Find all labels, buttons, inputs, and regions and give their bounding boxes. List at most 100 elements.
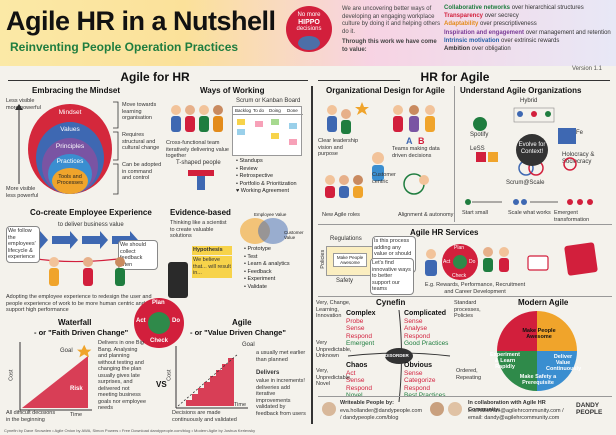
employee-value-label: Employee Value: [254, 212, 287, 217]
step-validate: • Validate: [244, 283, 267, 290]
right-heading-rule-b: [510, 80, 610, 81]
services-pdca-wheel: Plan Do Check Act: [442, 244, 478, 280]
agile-title: Agile: [232, 318, 252, 327]
waterfall-difficult: All difficult decisions in the beginning: [6, 410, 56, 423]
evidence-thinking: Thinking like a scientist to create valu…: [170, 220, 227, 239]
complex-title: Complex: [346, 310, 376, 317]
waterfall-cost-axis: Cost: [8, 369, 15, 381]
chaos-novel: Novel: [346, 392, 372, 400]
cynefin-very-left: Very Unpredictable, Unknown: [316, 340, 352, 359]
cynefin-obvious: Obvious Sense Categorize Respond Best Pr…: [404, 362, 446, 400]
modern-safety: Make Safety a Prerequisite: [519, 374, 557, 386]
cocreate-note: Adopting the employee experience to rede…: [6, 294, 152, 313]
right-section-rule-2: [318, 296, 612, 297]
agile-decisions: Decisions are made continuously and vali…: [172, 410, 237, 423]
value-rest-6: over obligation: [471, 46, 511, 53]
step-test: • Test: [244, 253, 258, 260]
cocreate-bubble-2: We should collect feedback often: [118, 240, 158, 270]
board-col-todo: To do: [253, 108, 265, 113]
waterfall-subtitle: - or "Faith Driven Change": [34, 328, 129, 337]
hippo-icon: [298, 36, 320, 50]
cynefin-right-note: Standard processes, Policies: [454, 300, 481, 319]
agile-chart: [175, 346, 248, 409]
complex-emergent: Emergent: [346, 340, 375, 347]
contact-emails: eva.hollander@dandypeople.com / dandypeo…: [340, 408, 423, 421]
onion-layer-principles: Principles: [55, 143, 85, 150]
org-label-vision: Clear leadership vision and purpose: [318, 138, 359, 157]
complicated-good: Good Practices: [404, 340, 449, 347]
contact-link: lina.hallstrom@agilehrcommunity.com / em…: [468, 408, 564, 421]
cocreate-bubble-1: We follow the employees' lifecycle & exp…: [6, 226, 40, 263]
understand-emergent: Emergent transformation: [554, 210, 590, 223]
contact-connect: In collaboration with Agile HR Community…: [468, 400, 546, 413]
services-sign: Make People Awesome: [333, 253, 367, 267]
services-person-icon: [425, 249, 437, 276]
agile-note: value in increments! deliveries add iter…: [256, 378, 306, 417]
logo-line1: DANDY: [576, 402, 600, 409]
ways-title: Ways of Working: [200, 86, 265, 95]
obvious-title: Obvious: [404, 362, 433, 369]
onion-layer-values: Values: [60, 126, 80, 133]
cocreate-title: Co-create Employee Experience: [30, 208, 152, 217]
complex-sense: Sense: [346, 325, 365, 332]
chaos-act: Act: [346, 369, 356, 377]
cynefin-grid: [347, 309, 451, 403]
complicated-title: Complicated: [404, 310, 447, 317]
logo-line2: PEOPLE: [576, 409, 603, 416]
services-caption: E.g. Rewards, Performance, Recruitment a…: [424, 282, 526, 295]
event-portfolio: • Portfolio & Prioritization: [236, 180, 297, 187]
author-avatar-2: [430, 402, 444, 416]
step-learn: • Learn & analytics: [244, 261, 290, 267]
svg-text:A: A: [406, 136, 413, 146]
customer-value-label: Customer Value: [284, 230, 304, 240]
ways-events: • Standups • Review • Retrospective • Po…: [236, 158, 297, 196]
services-safety: Safety: [336, 278, 354, 284]
mindset-title: Embracing the Mindset: [32, 86, 121, 95]
pdca-do: Do: [172, 318, 180, 324]
agile-for-hr-heading: Agile for HR: [120, 70, 190, 84]
value-rest-4: over management and retention: [525, 29, 611, 36]
value-rest-3: over prescriptiveness: [480, 21, 537, 28]
team-people-icon: [171, 105, 223, 132]
dandy-people-logo: DANDY PEOPLE: [576, 402, 602, 416]
team-note: Cross-functional team iteratively delive…: [166, 140, 229, 159]
cynefin-chaos: Chaos Act Sense Respond Novel: [346, 362, 372, 400]
value-rest-1: over hierarchical structures: [511, 5, 584, 11]
org-label-customer: Customer centric: [372, 172, 396, 185]
values-list: Collaborative networks over hierarchical…: [444, 4, 614, 53]
onion-brackets: [113, 101, 119, 195]
value-rest-5: over extrinsic rewards: [501, 37, 560, 44]
services-act: Act: [443, 259, 451, 265]
org-illustration: A B: [325, 102, 435, 198]
complex-respond: Respond: [346, 332, 373, 340]
complicated-analyse: Analyse: [404, 325, 428, 332]
vs-label: VS: [156, 380, 167, 389]
poster-title: Agile HR in a Nutshell: [6, 6, 276, 36]
agile-goal: Goal: [242, 342, 255, 348]
cynefin-title: Cynefin: [376, 298, 406, 307]
modern-agile-wheel-svg: [497, 311, 577, 391]
right-section-rule: [318, 224, 612, 225]
understand-start-small: Start small: [462, 210, 488, 216]
manifesto-intro: We are uncovering better ways of develop…: [342, 6, 441, 35]
modern-experiment: Experiment & Learn Rapidly: [490, 352, 520, 370]
hr-for-agile-heading: HR for Agile: [420, 70, 490, 84]
agile-delivers: Delivers: [256, 370, 280, 376]
onion-layer-mindset: Mindset: [58, 109, 82, 116]
safety-fence: Make People Awesome: [326, 246, 374, 276]
more-visible-label: More visible less powerful: [6, 186, 39, 199]
waterfall-time-axis: Time: [70, 412, 83, 418]
agile-cost-axis: Cost: [166, 369, 173, 381]
org-hybrid: Hybrid: [520, 98, 538, 104]
cocreate-deliver: to deliver business value: [58, 222, 124, 228]
left-heading-rule-b: [210, 80, 308, 81]
board-label: Scrum or Kanban Board: [236, 98, 301, 104]
poster-subtitle: Reinventing People Operation Practices: [10, 40, 239, 54]
modern-title: Modern Agile: [518, 298, 569, 307]
hypothesis-text: We believe that... will result in...: [192, 256, 232, 278]
org-less: LeSS: [470, 146, 485, 152]
contact-intro: Writeable People by:: [340, 400, 394, 406]
kanban-board: Backlog To do Doing Done: [232, 106, 303, 156]
value-key-3: Adaptability: [444, 21, 479, 28]
